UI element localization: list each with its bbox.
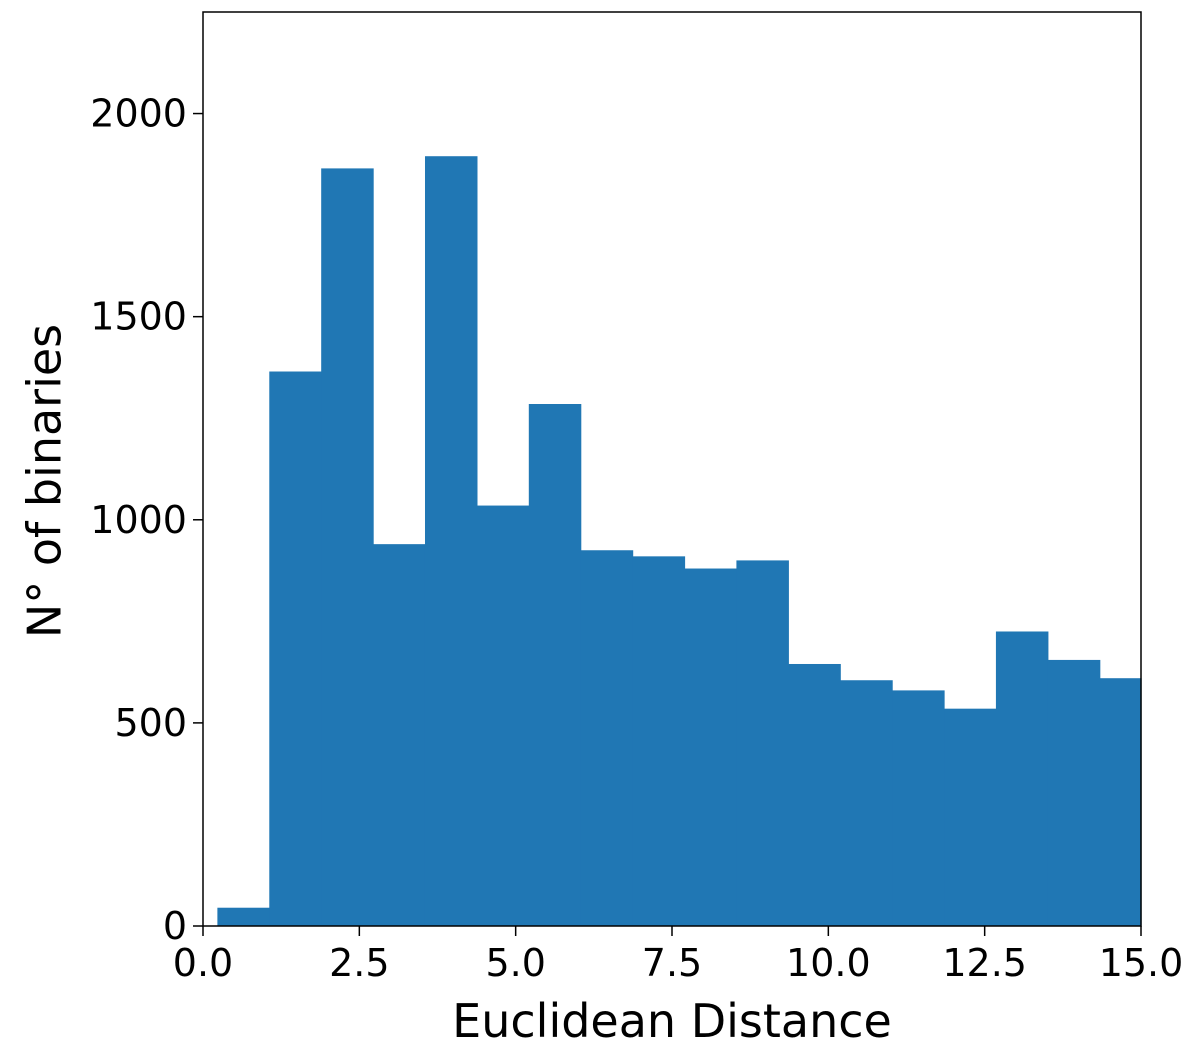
x-tick-label: 12.5 <box>942 941 1027 985</box>
x-tick-label: 5.0 <box>485 941 545 985</box>
histogram-bar <box>528 404 582 926</box>
histogram-bar <box>424 156 478 927</box>
histogram-bar <box>217 907 270 926</box>
y-tick-label: 1500 <box>90 295 187 339</box>
histogram-bar <box>684 568 738 926</box>
x-tick-label: 0.0 <box>173 941 233 985</box>
histogram-bar <box>632 556 686 926</box>
histogram-bar <box>736 560 789 926</box>
histogram-bar <box>995 631 1049 926</box>
histogram-bar <box>840 680 893 926</box>
x-tick-label: 7.5 <box>642 941 702 985</box>
histogram-bar <box>269 371 322 926</box>
y-tick-label: 0 <box>163 904 187 948</box>
x-tick-label: 2.5 <box>329 941 389 985</box>
y-axis-ticks: 0 500 1000 1500 2000 <box>90 92 203 948</box>
x-axis-ticks: 0.0 2.5 5.0 7.5 10.0 12.5 15.0 <box>173 926 1184 985</box>
histogram-bar <box>944 708 997 926</box>
x-tick-label: 10.0 <box>786 941 871 985</box>
histogram-bar <box>580 550 634 926</box>
histogram-bar <box>1047 659 1101 926</box>
histogram-bars <box>217 156 1142 927</box>
y-tick-label: 500 <box>114 701 187 745</box>
x-tick-label: 15.0 <box>1099 941 1184 985</box>
y-axis-label: N° of binaries <box>18 324 72 638</box>
histogram-bar <box>476 505 530 926</box>
y-tick-label: 1000 <box>90 498 187 542</box>
histogram-bar <box>892 690 945 926</box>
histogram-bar <box>1099 678 1142 926</box>
histogram-bar <box>788 663 841 926</box>
histogram-bar <box>321 168 374 926</box>
x-axis-label: Euclidean Distance <box>452 994 892 1048</box>
histogram-bar <box>373 544 426 926</box>
y-tick-label: 2000 <box>90 92 187 136</box>
